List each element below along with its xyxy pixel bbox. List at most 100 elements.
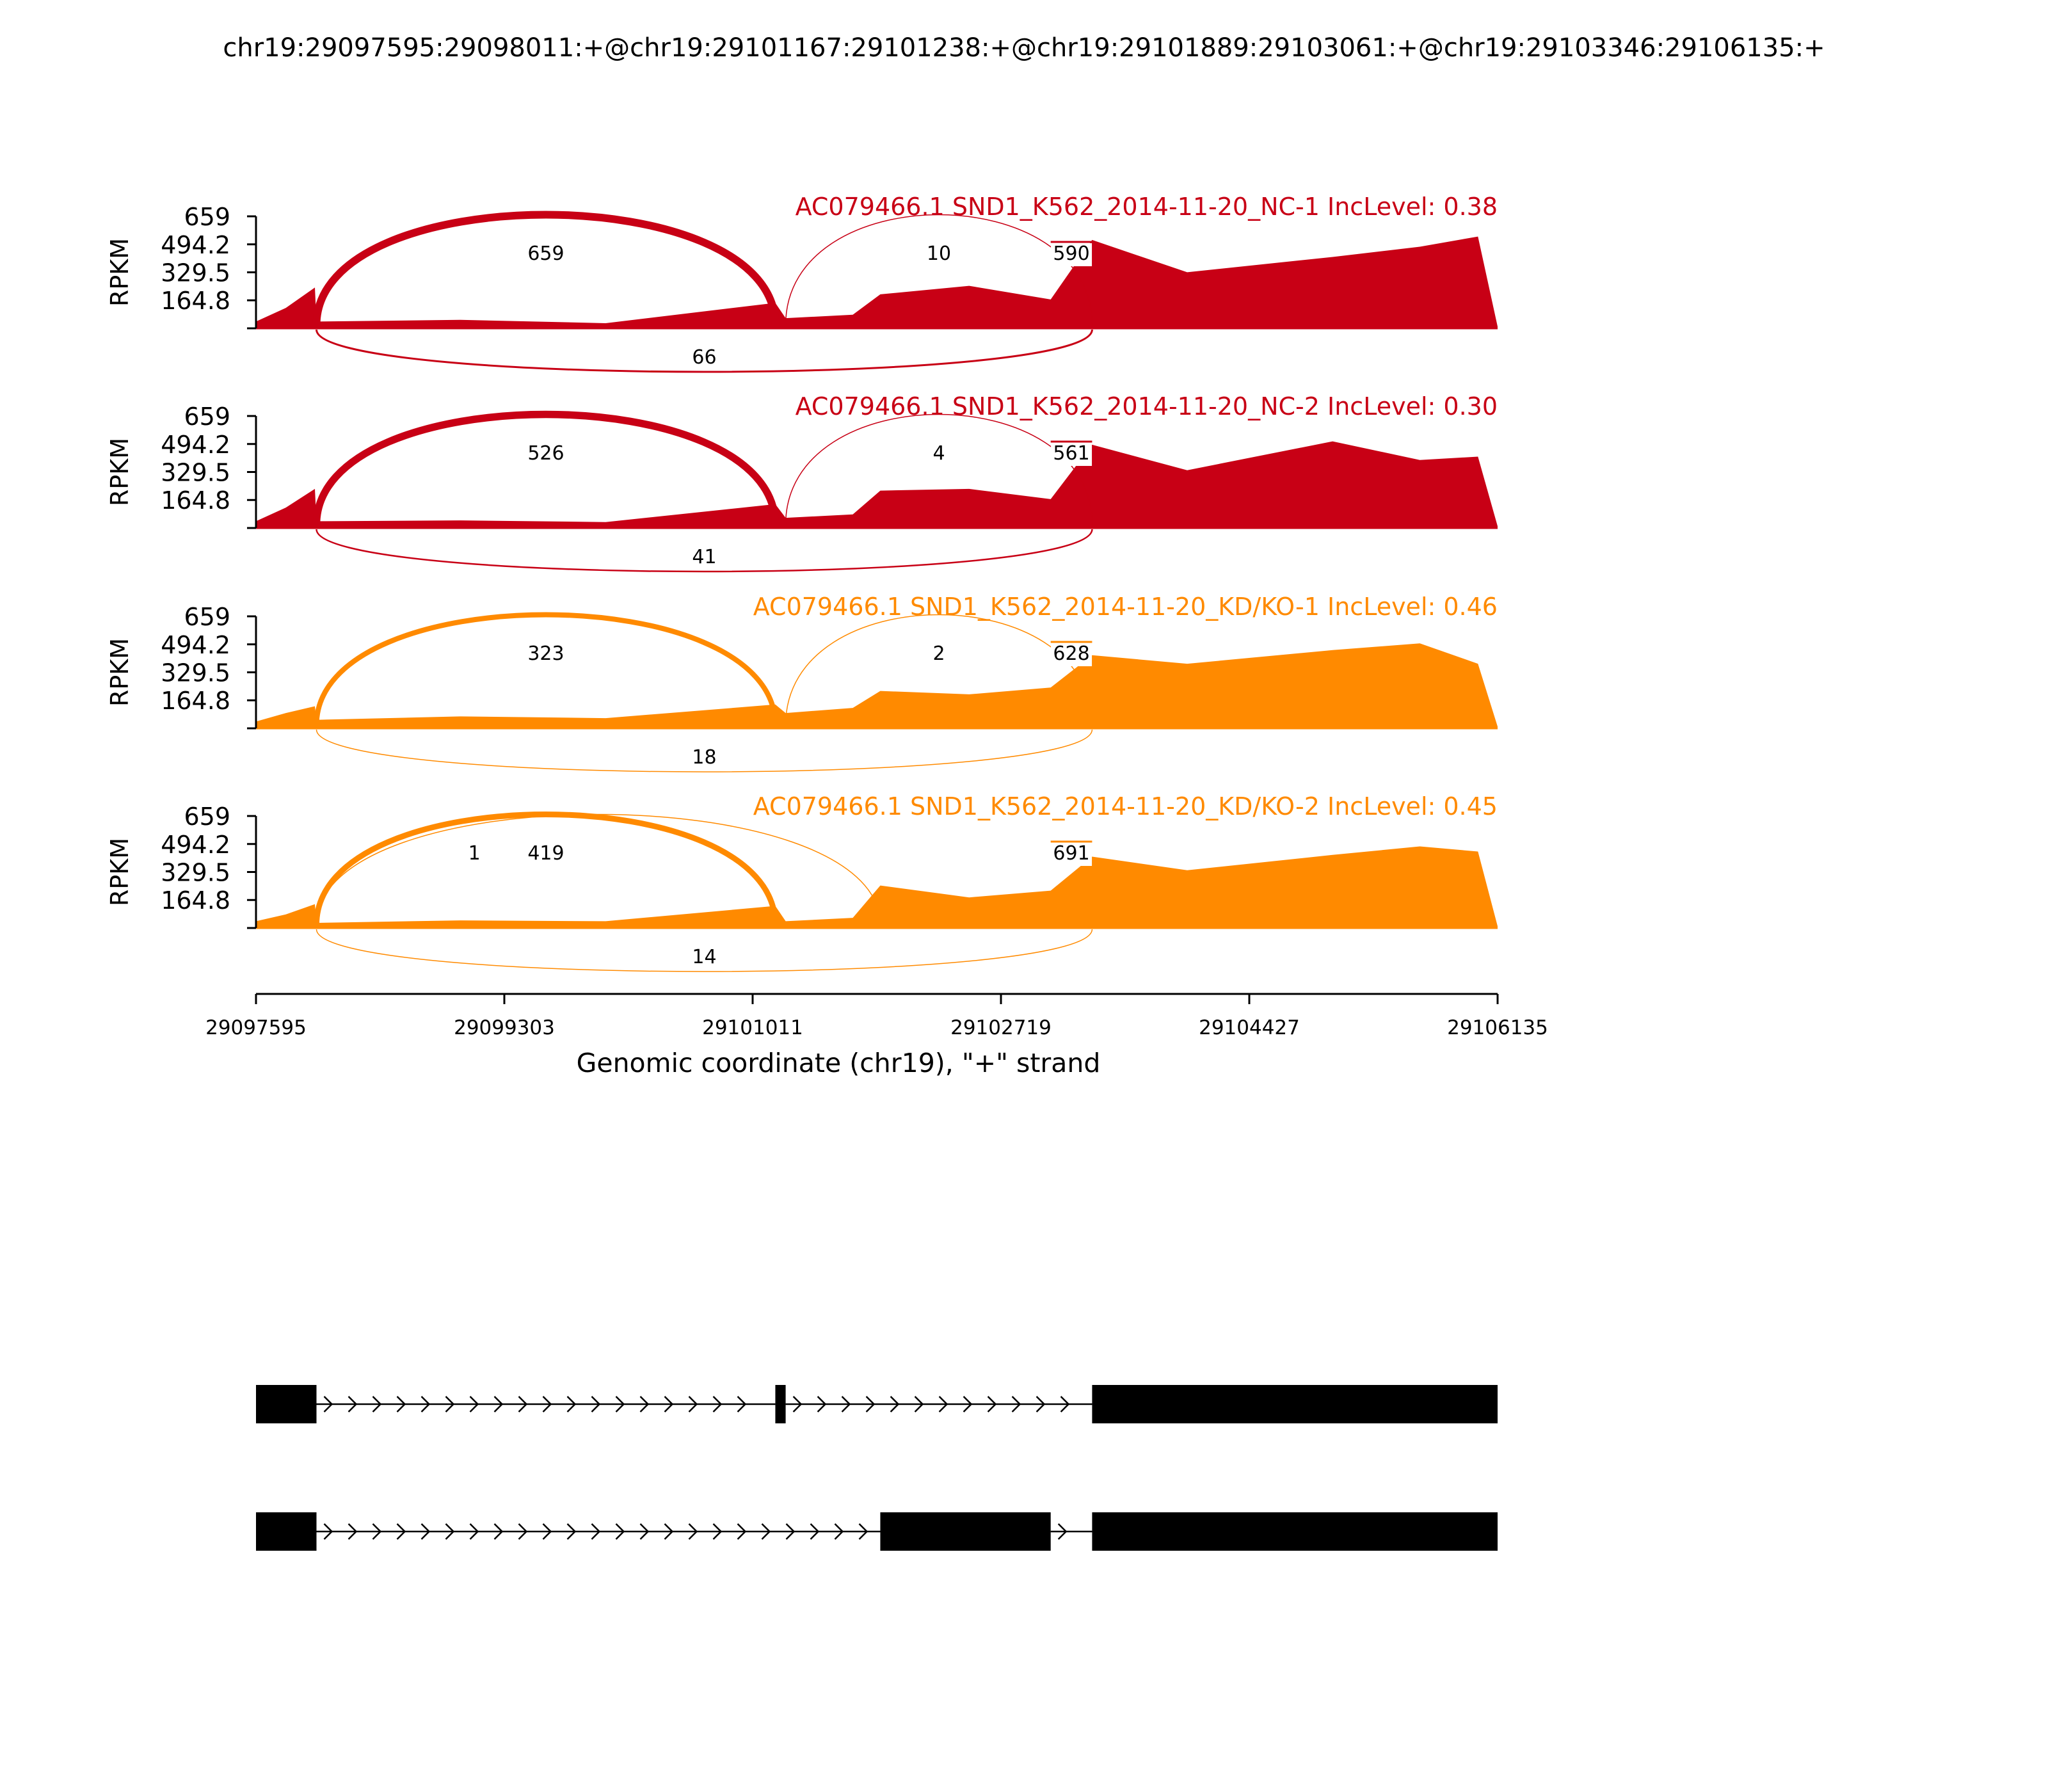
strand-arrow-icon <box>591 1396 601 1412</box>
y-tick-label: 164.8 <box>161 287 230 315</box>
strand-arrow-icon <box>566 1396 577 1412</box>
strand-arrow-icon <box>615 1396 625 1412</box>
strand-arrow-icon <box>348 1523 358 1540</box>
y-tick-label: 494.2 <box>161 631 230 659</box>
y-tick-label: 164.8 <box>161 886 230 915</box>
junction-arc <box>785 614 1093 726</box>
y-tick-label: 494.2 <box>161 431 230 459</box>
strand-arrow-icon <box>963 1396 973 1412</box>
junction-count-label: 561 <box>1053 442 1089 465</box>
junction-arc <box>316 929 1093 972</box>
panel-title: AC079466.1 SND1_K562_2014-11-20_KD/KO-2 … <box>753 792 1498 820</box>
junction-count-label: 691 <box>1053 842 1089 865</box>
panel-3: AC079466.1 SND1_K562_2014-11-20_KD/KO-1 … <box>106 593 1498 772</box>
strand-arrow-icon <box>1060 1396 1070 1412</box>
junction-label-bg <box>454 843 495 866</box>
strand-arrow-icon <box>323 1396 333 1412</box>
junction-label-bg <box>525 643 566 666</box>
junction-count-label: 14 <box>692 946 716 968</box>
exon-block <box>256 1385 317 1423</box>
strand-arrow-icon <box>890 1396 900 1412</box>
strand-arrow-icon <box>858 1523 868 1540</box>
panel-2: AC079466.1 SND1_K562_2014-11-20_NC-2 Inc… <box>106 392 1498 573</box>
panel-title: AC079466.1 SND1_K562_2014-11-20_NC-1 Inc… <box>796 193 1498 221</box>
y-tick-label: 329.5 <box>161 259 230 287</box>
junction-arc <box>785 413 1093 525</box>
strand-arrow-icon <box>1011 1396 1021 1412</box>
y-tick-label: 494.2 <box>161 231 230 259</box>
strand-arrow-icon <box>737 1396 747 1412</box>
junction-arc <box>316 813 881 925</box>
strand-arrow-icon <box>396 1396 406 1412</box>
junction-label-bg <box>684 747 725 770</box>
strand-arrow-icon <box>737 1523 747 1540</box>
strand-arrow-icon <box>712 1396 723 1412</box>
strand-arrow-icon <box>817 1396 827 1412</box>
panel-title: AC079466.1 SND1_K562_2014-11-20_NC-2 Inc… <box>796 392 1498 420</box>
junction-arc <box>315 329 1093 373</box>
junction-label-bg <box>684 347 725 370</box>
y-tick-label: 164.8 <box>161 687 230 715</box>
coverage-area <box>256 441 1498 528</box>
junction-count-label: 10 <box>927 243 951 265</box>
strand-arrow-icon <box>761 1523 771 1540</box>
x-axis: 29097595 29099303 29101011 29102719 29104427… <box>205 993 1548 1078</box>
junction-label-bg <box>1051 643 1092 666</box>
strand-arrow-icon <box>348 1396 358 1412</box>
panel-1: AC079466.1 SND1_K562_2014-11-20_NC-1 Inc… <box>106 193 1498 373</box>
strand-arrow-icon <box>542 1523 552 1540</box>
strand-arrow-icon <box>664 1523 674 1540</box>
strand-arrow-icon <box>615 1523 625 1540</box>
strand-arrow-icon <box>445 1523 455 1540</box>
y-tick-label: 329.5 <box>161 859 230 887</box>
transcript-models <box>256 1385 1498 1551</box>
x-tick-label: 29106135 <box>1447 1016 1548 1039</box>
strand-arrow-icon <box>542 1396 552 1412</box>
y-tick-label: 659 <box>184 403 230 431</box>
transcript-1 <box>256 1385 1498 1423</box>
y-tick-label: 494.2 <box>161 831 230 859</box>
junction-label-bg <box>525 843 566 866</box>
exon-block <box>256 1512 317 1551</box>
junction-count-label: 526 <box>527 442 564 465</box>
y-axis-label: RPKM <box>106 838 134 906</box>
exon-block <box>1092 1512 1498 1551</box>
strand-arrow-icon <box>785 1523 796 1540</box>
strand-arrow-icon <box>518 1396 528 1412</box>
strand-arrow-icon <box>420 1523 431 1540</box>
junction-arc <box>312 211 780 326</box>
strand-arrow-icon <box>469 1523 479 1540</box>
y-tick-label: 329.5 <box>161 459 230 487</box>
strand-arrow-icon <box>841 1396 851 1412</box>
junction-count-label: 628 <box>1053 643 1089 665</box>
strand-arrow-icon <box>420 1396 431 1412</box>
junction-count-label: 659 <box>527 243 564 265</box>
strand-arrow-icon <box>591 1523 601 1540</box>
strand-arrow-icon <box>445 1396 455 1412</box>
junction-count-label: 419 <box>527 842 564 865</box>
exon-block <box>880 1512 1051 1551</box>
junction-label-bg <box>918 443 959 466</box>
y-tick-label: 659 <box>184 203 230 231</box>
junction-label-bg <box>1051 243 1092 266</box>
panel-title: AC079466.1 SND1_K562_2014-11-20_KD/KO-1 … <box>753 593 1498 621</box>
coverage-area <box>256 846 1498 928</box>
panel-4: AC079466.1 SND1_K562_2014-11-20_KD/KO-2 … <box>106 792 1498 972</box>
y-tick-label: 659 <box>184 803 230 831</box>
strand-arrow-icon <box>323 1523 333 1540</box>
y-axis-label: RPKM <box>106 438 134 506</box>
strand-arrow-icon <box>639 1523 650 1540</box>
strand-arrow-icon <box>664 1396 674 1412</box>
junction-count-label: 18 <box>692 746 716 769</box>
strand-arrow-icon <box>914 1396 924 1412</box>
strand-arrow-icon <box>372 1523 382 1540</box>
strand-arrow-icon <box>987 1396 997 1412</box>
junction-count-label: 323 <box>527 643 564 665</box>
y-tick-label: 659 <box>184 603 230 631</box>
strand-arrow-icon <box>938 1396 948 1412</box>
transcript-2 <box>256 1512 1498 1551</box>
junction-count-label: 1 <box>468 842 481 865</box>
exon-block <box>775 1385 786 1423</box>
junction-count-label: 4 <box>932 442 945 465</box>
junction-count-label: 2 <box>932 643 945 665</box>
